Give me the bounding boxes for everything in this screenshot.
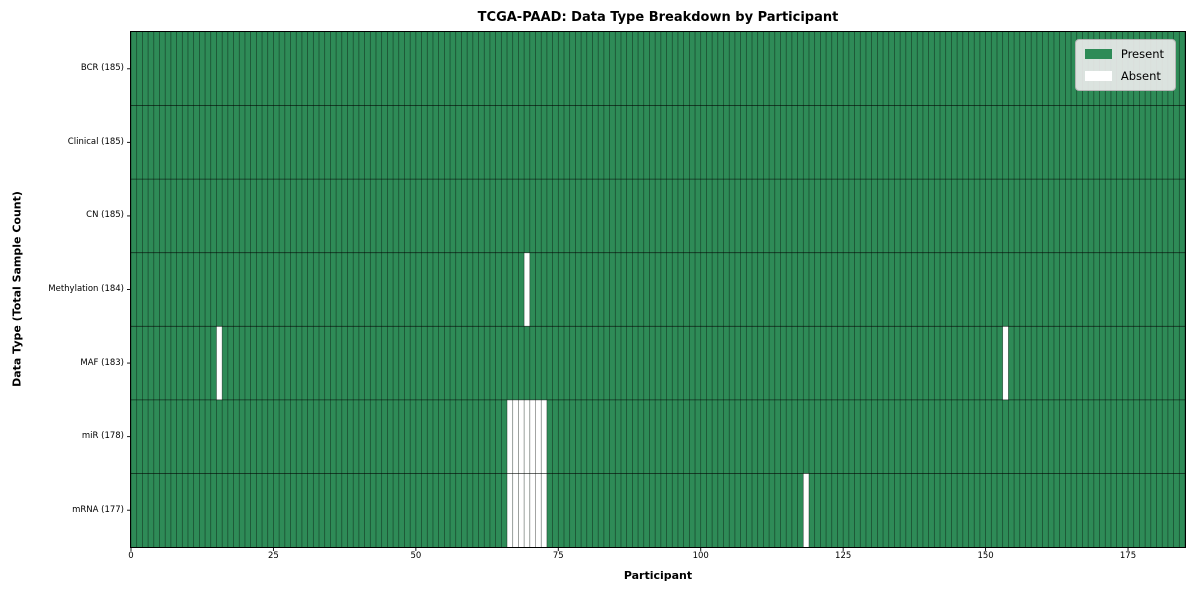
y-tick-label: BCR (185) xyxy=(80,63,124,74)
legend-entry-absent: Absent xyxy=(1084,69,1164,83)
x-tick-label: 150 xyxy=(977,551,994,561)
y-tick-label: Methylation (184) xyxy=(48,284,124,294)
present-swatch-icon xyxy=(1084,49,1112,59)
chart-title: TCGA-PAAD: Data Type Breakdown by Partic… xyxy=(477,10,839,25)
y-tick-label: CN (185) xyxy=(86,210,124,221)
legend: Present Absent xyxy=(1074,39,1176,91)
x-axis-label: Participant xyxy=(623,569,693,582)
x-tick-label: 50 xyxy=(410,551,422,561)
absent-swatch-icon xyxy=(1084,71,1112,81)
x-tick-label: 0 xyxy=(128,551,134,561)
heatmap-canvas xyxy=(127,32,1186,551)
y-tick-label: mRNA (177) xyxy=(72,504,124,515)
legend-present-label: Present xyxy=(1120,47,1164,61)
heatmap-plot-area: Present Absent xyxy=(127,31,1186,551)
y-tick-label: miR (178) xyxy=(81,431,124,442)
legend-absent-label: Absent xyxy=(1120,69,1161,83)
x-tick-label: 175 xyxy=(1119,551,1137,561)
y-tick-label: Clinical (185) xyxy=(67,136,124,147)
legend-entry-present: Present xyxy=(1084,47,1164,61)
x-tick-label: 100 xyxy=(692,551,709,561)
x-tick-label: 25 xyxy=(268,551,279,561)
y-tick-label: MAF (183) xyxy=(80,357,124,368)
x-tick-label: 75 xyxy=(552,551,564,561)
x-tick-label: 125 xyxy=(835,551,852,561)
